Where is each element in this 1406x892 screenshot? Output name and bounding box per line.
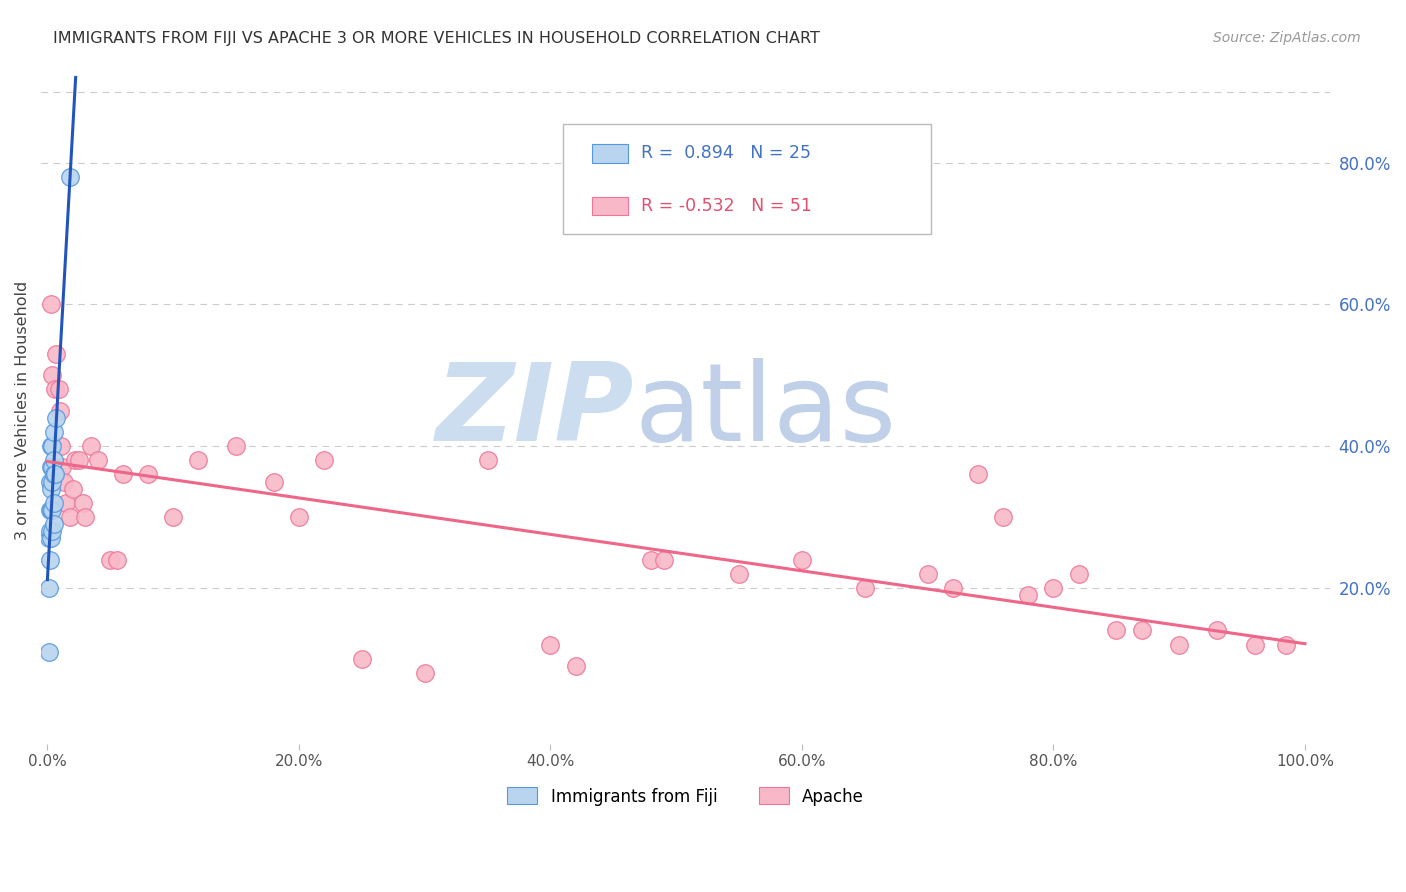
FancyBboxPatch shape — [592, 197, 627, 215]
Point — [51, 439, 73, 453]
Point — [39, 552, 62, 566]
Point — [42, 517, 65, 532]
Point — [67, 453, 90, 467]
Point — [640, 552, 662, 566]
Point — [942, 581, 965, 595]
Point — [39, 460, 62, 475]
Point — [312, 453, 335, 467]
Point — [993, 510, 1015, 524]
Point — [41, 439, 63, 453]
Point — [39, 482, 62, 496]
Y-axis label: 3 or more Vehicles in Household: 3 or more Vehicles in Household — [15, 281, 30, 541]
Point — [41, 475, 63, 489]
Point — [41, 368, 63, 383]
Point — [41, 524, 63, 539]
Point — [59, 510, 82, 524]
Point — [44, 383, 66, 397]
Text: IMMIGRANTS FROM FIJI VS APACHE 3 OR MORE VEHICLES IN HOUSEHOLD CORRELATION CHART: IMMIGRANTS FROM FIJI VS APACHE 3 OR MORE… — [53, 31, 820, 46]
Point — [187, 453, 209, 467]
Point — [288, 510, 311, 524]
Point — [1168, 638, 1191, 652]
Point — [45, 347, 67, 361]
Point — [42, 467, 65, 482]
Point — [75, 510, 97, 524]
Point — [853, 581, 876, 595]
Point — [49, 403, 72, 417]
Point — [42, 453, 65, 467]
Point — [917, 566, 939, 581]
Point — [111, 467, 134, 482]
Point — [225, 439, 247, 453]
Point — [45, 410, 67, 425]
Point — [42, 496, 65, 510]
Point — [39, 297, 62, 311]
Point — [41, 460, 63, 475]
Point — [55, 496, 77, 510]
Point — [42, 425, 65, 439]
Text: Source: ZipAtlas.com: Source: ZipAtlas.com — [1213, 31, 1361, 45]
Text: R =  0.894   N = 25: R = 0.894 N = 25 — [641, 145, 810, 162]
Point — [39, 524, 62, 539]
Point — [728, 566, 751, 581]
Point — [1130, 624, 1153, 638]
Point — [538, 638, 561, 652]
Point — [162, 510, 184, 524]
Point — [38, 645, 60, 659]
Text: atlas: atlas — [634, 358, 896, 464]
Text: ZIP: ZIP — [436, 358, 634, 464]
Point — [136, 467, 159, 482]
Point — [1243, 638, 1265, 652]
Point — [39, 475, 62, 489]
Point — [350, 652, 373, 666]
Point — [105, 552, 128, 566]
Point — [1206, 624, 1229, 638]
Point — [1105, 624, 1128, 638]
Point — [1042, 581, 1064, 595]
Point — [41, 503, 63, 517]
Legend: Immigrants from Fiji, Apache: Immigrants from Fiji, Apache — [501, 780, 870, 813]
Point — [59, 169, 82, 184]
Point — [72, 496, 94, 510]
Point — [1275, 638, 1298, 652]
Point — [52, 475, 75, 489]
Point — [1017, 588, 1039, 602]
Point — [263, 475, 285, 489]
Point — [790, 552, 813, 566]
Point — [1067, 566, 1090, 581]
Point — [652, 552, 675, 566]
Point — [62, 482, 84, 496]
Text: R = -0.532   N = 51: R = -0.532 N = 51 — [641, 197, 811, 215]
Point — [413, 665, 436, 680]
FancyBboxPatch shape — [564, 124, 931, 234]
Point — [48, 383, 70, 397]
Point — [86, 453, 108, 467]
Point — [80, 439, 103, 453]
Point — [477, 453, 499, 467]
Point — [39, 439, 62, 453]
Point — [39, 503, 62, 517]
Point — [98, 552, 121, 566]
Point — [51, 460, 73, 475]
Point — [38, 581, 60, 595]
Point — [967, 467, 990, 482]
Point — [39, 531, 62, 545]
Point — [39, 503, 62, 517]
FancyBboxPatch shape — [592, 145, 627, 162]
Point — [44, 467, 66, 482]
Point — [63, 453, 86, 467]
Point — [564, 659, 586, 673]
Point — [38, 531, 60, 545]
